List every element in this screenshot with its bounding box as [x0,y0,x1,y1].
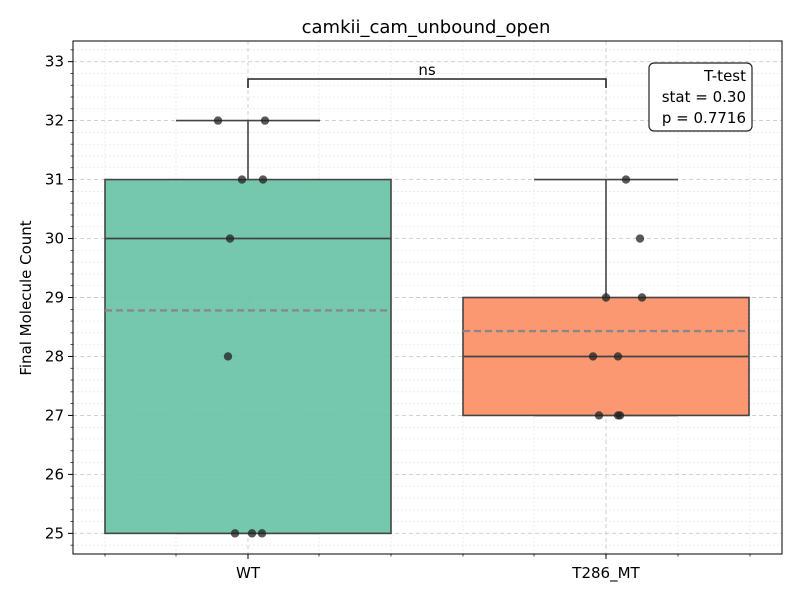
y-tick-label: 33 [45,53,64,71]
stat-box: T-test stat = 0.30 p = 0.7716 [648,62,753,132]
chart-title: camkii_cam_unbound_open [302,17,551,38]
data-point [257,529,267,538]
data-point [213,116,223,125]
y-tick-label: 26 [45,465,64,483]
data-point [621,175,631,184]
p-value: p = 0.7716 [662,109,746,127]
boxes [104,119,750,535]
data-point [258,175,268,184]
data-point [260,116,270,125]
data-point [247,529,257,538]
points [213,116,647,538]
data-point [223,352,233,361]
stat-test-name: T-test [703,67,746,85]
data-point [615,411,625,420]
y-tick-label: 29 [45,289,64,307]
data-point [635,234,645,243]
data-point [230,529,240,538]
data-point [237,175,247,184]
y-tick-label: 25 [45,524,64,542]
data-point [588,352,598,361]
y-tick-label: 27 [45,406,64,424]
y-tick-label: 30 [45,230,64,248]
box-WT [104,178,392,535]
y-axis-label: Final Molecule Count [17,220,35,375]
significance-bracket: ns [247,61,607,88]
x-tick-label: WT [236,564,261,582]
x-tick-label: T286_MT [571,564,640,583]
data-point [601,293,611,302]
significance-line [247,78,607,88]
stat-box-frame [648,62,753,132]
y-tick-label: 31 [45,171,64,189]
stat-value: stat = 0.30 [662,88,746,106]
y-tick-label: 32 [45,112,64,130]
data-point [637,293,647,302]
data-point [225,234,235,243]
data-point [613,352,623,361]
y-tick-label: 28 [45,347,64,365]
significance-label: ns [418,61,436,79]
axes: 25 26 27 28 29 30 31 32 33 WT T286_MT [45,49,751,583]
data-point [594,411,604,420]
